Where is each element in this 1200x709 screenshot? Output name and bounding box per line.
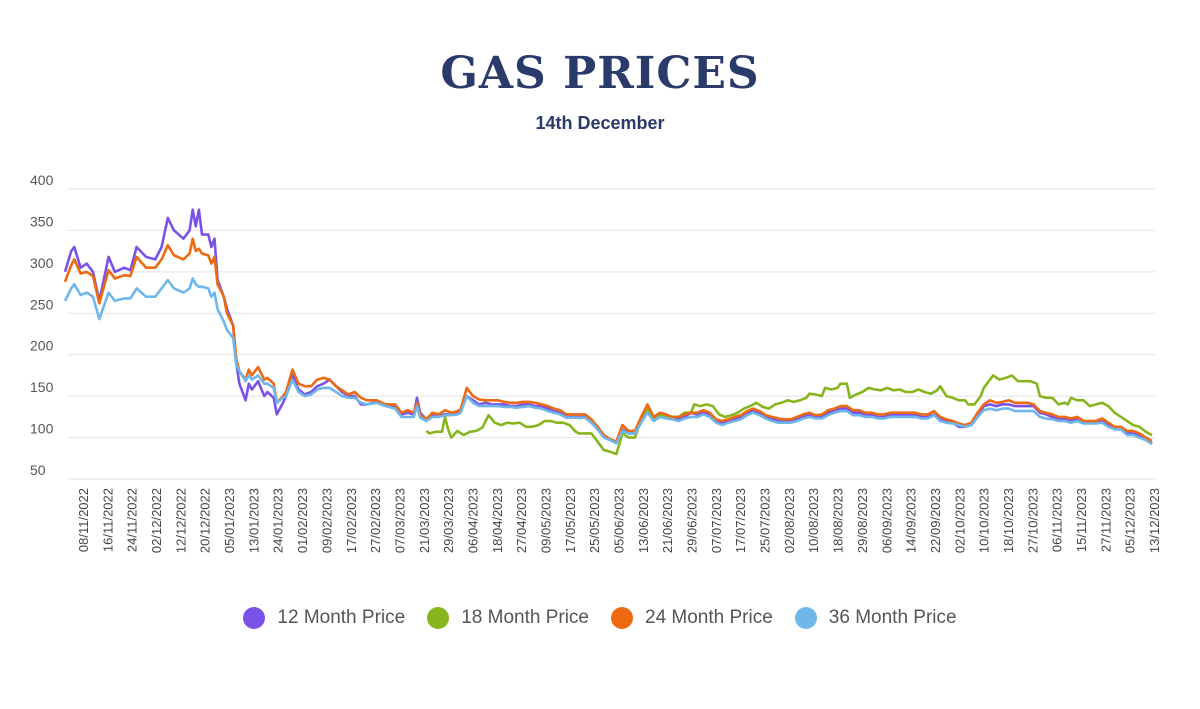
gas-price-line-chart: 50 100 150 200 250 300 350 400 08/11/2022 16/11/… [30, 172, 1162, 553]
y-tick-label: 300 [30, 255, 54, 271]
series-line-18-month-price [425, 374, 1153, 456]
x-tick-label: 10/10/2023 [977, 488, 992, 553]
legend-swatch [794, 607, 817, 629]
x-tick-label: 09/02/2023 [319, 488, 334, 553]
y-tick-label: 250 [30, 296, 54, 312]
x-tick-label: 06/04/2023 [465, 488, 480, 553]
x-tick-label: 27/02/2023 [368, 488, 383, 553]
legend-swatch [243, 607, 266, 629]
x-tick-label: 27/10/2023 [1025, 488, 1040, 553]
y-tick-label: 150 [30, 379, 54, 395]
legend-label: 18 Month Price [461, 607, 589, 628]
series-lines [63, 208, 1153, 456]
legend-item: 24 Month Price [611, 607, 773, 629]
legend-item: 18 Month Price [427, 607, 589, 629]
x-tick-label: 21/03/2023 [417, 488, 432, 553]
x-tick-label: 17/02/2023 [344, 488, 359, 553]
x-tick-label: 27/11/2023 [1098, 488, 1113, 552]
x-tick-label: 06/11/2023 [1050, 488, 1065, 552]
y-tick-label: 100 [30, 421, 54, 437]
x-tick-label: 08/11/2022 [76, 488, 91, 552]
x-tick-label: 14/09/2023 [904, 488, 919, 553]
y-tick-label: 400 [30, 172, 54, 188]
x-tick-label: 10/08/2023 [806, 488, 821, 553]
legend-swatch [611, 607, 633, 629]
x-tick-label: 13/01/2023 [246, 488, 261, 553]
x-tick-label: 18/04/2023 [490, 488, 505, 553]
legend-label: 12 Month Price [277, 607, 406, 628]
x-tick-label: 13/06/2023 [636, 488, 651, 553]
y-tick-label: 50 [30, 462, 46, 478]
x-tick-label: 07/03/2023 [392, 488, 407, 553]
legend-swatch [427, 607, 450, 629]
legend-label: 36 Month Price [828, 607, 957, 628]
x-tick-label: 21/06/2023 [660, 488, 675, 553]
x-tick-label: 18/08/2023 [831, 488, 846, 553]
chart-legend: 12 Month Price 18 Month Price 24 Month Pri… [0, 607, 1200, 629]
x-tick-label: 06/09/2023 [879, 488, 894, 553]
legend-item: 12 Month Price [243, 607, 405, 629]
x-tick-label: 24/11/2022 [125, 488, 140, 552]
y-axis-ticks: 50 100 150 200 250 300 350 400 [30, 172, 54, 478]
x-tick-label: 02/12/2022 [149, 488, 164, 553]
x-tick-label: 25/07/2023 [758, 488, 773, 553]
x-tick-label: 22/09/2023 [928, 488, 943, 553]
gridlines [68, 188, 1155, 480]
x-tick-label: 02/10/2023 [952, 488, 967, 553]
x-tick-label: 07/07/2023 [709, 488, 724, 553]
x-tick-label: 29/03/2023 [441, 488, 456, 553]
x-tick-label: 29/06/2023 [685, 488, 700, 553]
x-tick-label: 27/04/2023 [514, 488, 529, 553]
y-tick-label: 350 [30, 213, 54, 229]
x-tick-label: 25/05/2023 [587, 488, 602, 553]
x-tick-label: 29/08/2023 [855, 488, 870, 553]
x-tick-label: 17/07/2023 [733, 488, 748, 553]
x-tick-label: 01/02/2023 [295, 488, 310, 553]
legend-item: 36 Month Price [794, 607, 957, 629]
y-tick-label: 200 [30, 338, 54, 354]
x-tick-label: 02/08/2023 [782, 488, 797, 553]
chart-subtitle: 14th December [535, 113, 665, 133]
x-tick-label: 20/12/2022 [198, 488, 213, 553]
x-tick-label: 15/11/2023 [1074, 488, 1089, 552]
x-tick-label: 09/05/2023 [538, 488, 553, 553]
x-tick-label: 16/11/2022 [100, 488, 115, 552]
legend-label: 24 Month Price [645, 607, 773, 628]
x-tick-label: 18/10/2023 [1001, 488, 1016, 553]
x-tick-label: 17/05/2023 [563, 488, 578, 553]
x-tick-label: 12/12/2022 [173, 488, 188, 553]
series-line-24-month-price [63, 237, 1153, 443]
x-axis-ticks: 08/11/2022 16/11/2022 24/11/2022 02/12/2022… [76, 488, 1162, 553]
x-tick-label: 05/12/2023 [1123, 488, 1138, 553]
x-tick-label: 05/06/2023 [612, 488, 627, 553]
x-tick-label: 24/01/2023 [271, 488, 286, 553]
chart-title: GAS PRICES [440, 48, 760, 99]
x-tick-label: 13/12/2023 [1147, 488, 1162, 553]
series-line-36-month-price [63, 277, 1153, 446]
x-tick-label: 05/01/2023 [222, 488, 237, 553]
